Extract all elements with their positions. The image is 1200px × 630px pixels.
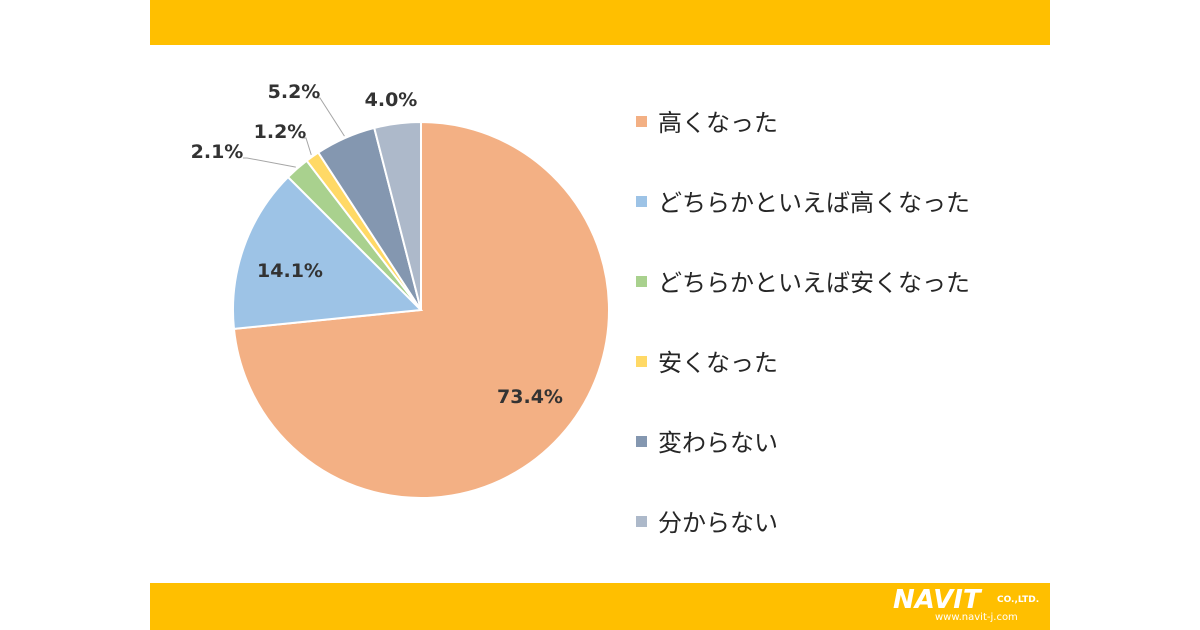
legend-swatch-takaku-natta — [636, 116, 647, 127]
bottom-banner — [150, 583, 1050, 630]
pie-slice-dochira-takaku — [232, 175, 424, 330]
legend-label-yasuku-natta: 安くなった — [658, 349, 778, 377]
legend-swatch-wakaranai — [636, 516, 647, 527]
data-label-takaku-natta: 73.4% — [497, 386, 563, 408]
pie-slice-wakaranai — [373, 120, 422, 311]
legend-swatch-dochira-yasuku — [636, 276, 647, 287]
legend-label-takaku-natta: 高くなった — [658, 109, 778, 137]
legend-label-wakaranai: 分からない — [658, 509, 778, 537]
leader-line-dochira-yasuku — [243, 157, 296, 168]
company-logo: NAVIT CO.,LTD. www.navit-j.com — [893, 586, 1053, 628]
data-label-dochira-takaku: 14.1% — [257, 260, 323, 282]
data-label-wakaranai: 4.0% — [365, 89, 418, 111]
legend-label-kawaranai: 変わらない — [658, 429, 778, 457]
legend-swatch-yasuku-natta — [636, 356, 647, 367]
logo-suffix: CO.,LTD. — [997, 595, 1040, 605]
legend-label-dochira-takaku: どちらかといえば高くなった — [658, 189, 970, 217]
legend-swatch-dochira-takaku — [636, 196, 647, 207]
legend-swatch-kawaranai — [636, 436, 647, 447]
legend-label-dochira-yasuku: どちらかといえば安くなった — [658, 269, 970, 297]
logo-text: NAVIT — [893, 585, 981, 615]
data-label-kawaranai: 5.2% — [268, 81, 321, 103]
data-label-dochira-yasuku: 2.1% — [191, 141, 244, 163]
data-label-yasuku-natta: 1.2% — [254, 121, 307, 143]
leader-line-yasuku-natta — [302, 137, 312, 156]
leader-line-kawaranai — [316, 97, 345, 137]
logo-url: www.navit-j.com — [935, 612, 1018, 623]
top-banner — [150, 0, 1050, 45]
